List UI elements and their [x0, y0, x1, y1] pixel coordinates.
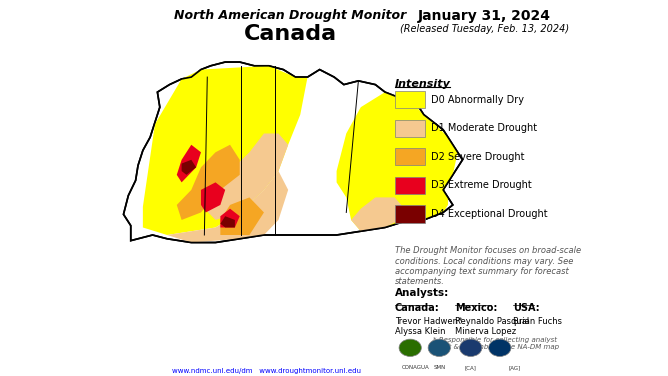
Text: Trevor Hadwen*
Alyssa Klein: Trevor Hadwen* Alyssa Klein [395, 317, 462, 336]
Polygon shape [337, 92, 458, 231]
Text: Brian Fuchs: Brian Fuchs [513, 317, 562, 326]
Text: FIELD: FIELD [35, 229, 61, 238]
Polygon shape [167, 171, 288, 243]
Text: RDMC: RDMC [430, 345, 448, 350]
Polygon shape [201, 133, 288, 220]
Text: D3 Extreme Drought: D3 Extreme Drought [431, 180, 531, 190]
Text: CONAGUA: CONAGUA [402, 365, 430, 370]
Text: January 31, 2024: January 31, 2024 [418, 9, 551, 23]
Polygon shape [220, 209, 240, 227]
Text: USA:: USA: [513, 303, 540, 313]
Text: ANS: ANS [37, 63, 60, 73]
Text: ⚡ K: ⚡ K [41, 319, 56, 328]
Text: ANS: ANS [39, 368, 58, 376]
Polygon shape [220, 197, 264, 235]
FancyBboxPatch shape [395, 148, 425, 165]
Text: * Responsible for collecting analyst
input & assembling the NA-DM map: * Responsible for collecting analyst inp… [434, 337, 560, 350]
Text: North American Drought Monitor: North American Drought Monitor [174, 9, 407, 23]
Text: Mexico:: Mexico: [456, 303, 498, 313]
Text: BALTI: BALTI [33, 25, 63, 35]
Text: Analysts:: Analysts: [395, 288, 449, 298]
Text: The Drought Monitor focuses on broad-scale
conditions. Local conditions may vary: The Drought Monitor focuses on broad-sca… [395, 246, 581, 287]
Text: OLIS: OLIS [38, 153, 59, 162]
Text: www.ndmc.unl.edu/dm   www.droughtmonitor.unl.edu: www.ndmc.unl.edu/dm www.droughtmonitor.u… [172, 368, 361, 374]
Polygon shape [182, 160, 196, 175]
Polygon shape [177, 145, 201, 182]
Text: D4 Exceptional Drought: D4 Exceptional Drought [431, 209, 547, 219]
Text: D2 Severe Drought: D2 Severe Drought [431, 152, 524, 162]
Text: [CA]: [CA] [465, 365, 477, 370]
Polygon shape [143, 66, 307, 235]
Text: NOAA: NOAA [491, 345, 508, 350]
Text: Intensity: Intensity [395, 79, 451, 89]
Text: CITY: CITY [38, 289, 59, 298]
Text: ★ ANC: ★ ANC [33, 191, 63, 200]
Text: Reynaldo Pasqual
Minerva Lopez: Reynaldo Pasqual Minerva Lopez [456, 317, 530, 336]
FancyBboxPatch shape [395, 91, 425, 108]
Text: D1 Moderate Drought: D1 Moderate Drought [431, 123, 536, 133]
Polygon shape [201, 182, 225, 212]
Text: D0 Abnormally Dry: D0 Abnormally Dry [431, 95, 524, 105]
FancyBboxPatch shape [395, 177, 425, 194]
Text: SMN: SMN [434, 365, 446, 370]
Circle shape [428, 339, 450, 356]
FancyBboxPatch shape [395, 120, 425, 137]
Polygon shape [351, 197, 409, 231]
Polygon shape [124, 62, 462, 243]
Circle shape [460, 339, 482, 356]
Text: USDA: USDA [401, 345, 419, 350]
Circle shape [399, 339, 422, 356]
Text: (Released Tuesday, Feb. 13, 2024): (Released Tuesday, Feb. 13, 2024) [399, 24, 569, 35]
Text: Canada:: Canada: [395, 303, 440, 313]
Text: Canada: Canada [244, 24, 337, 44]
FancyBboxPatch shape [395, 205, 425, 223]
Polygon shape [177, 145, 240, 220]
Text: ☀ CE: ☀ CE [37, 259, 59, 268]
Circle shape [489, 339, 511, 356]
Polygon shape [220, 216, 235, 227]
Text: ☂ TA: ☂ TA [37, 108, 59, 117]
Text: BALTI: BALTI [35, 345, 61, 354]
Text: [AG]: [AG] [508, 365, 521, 370]
